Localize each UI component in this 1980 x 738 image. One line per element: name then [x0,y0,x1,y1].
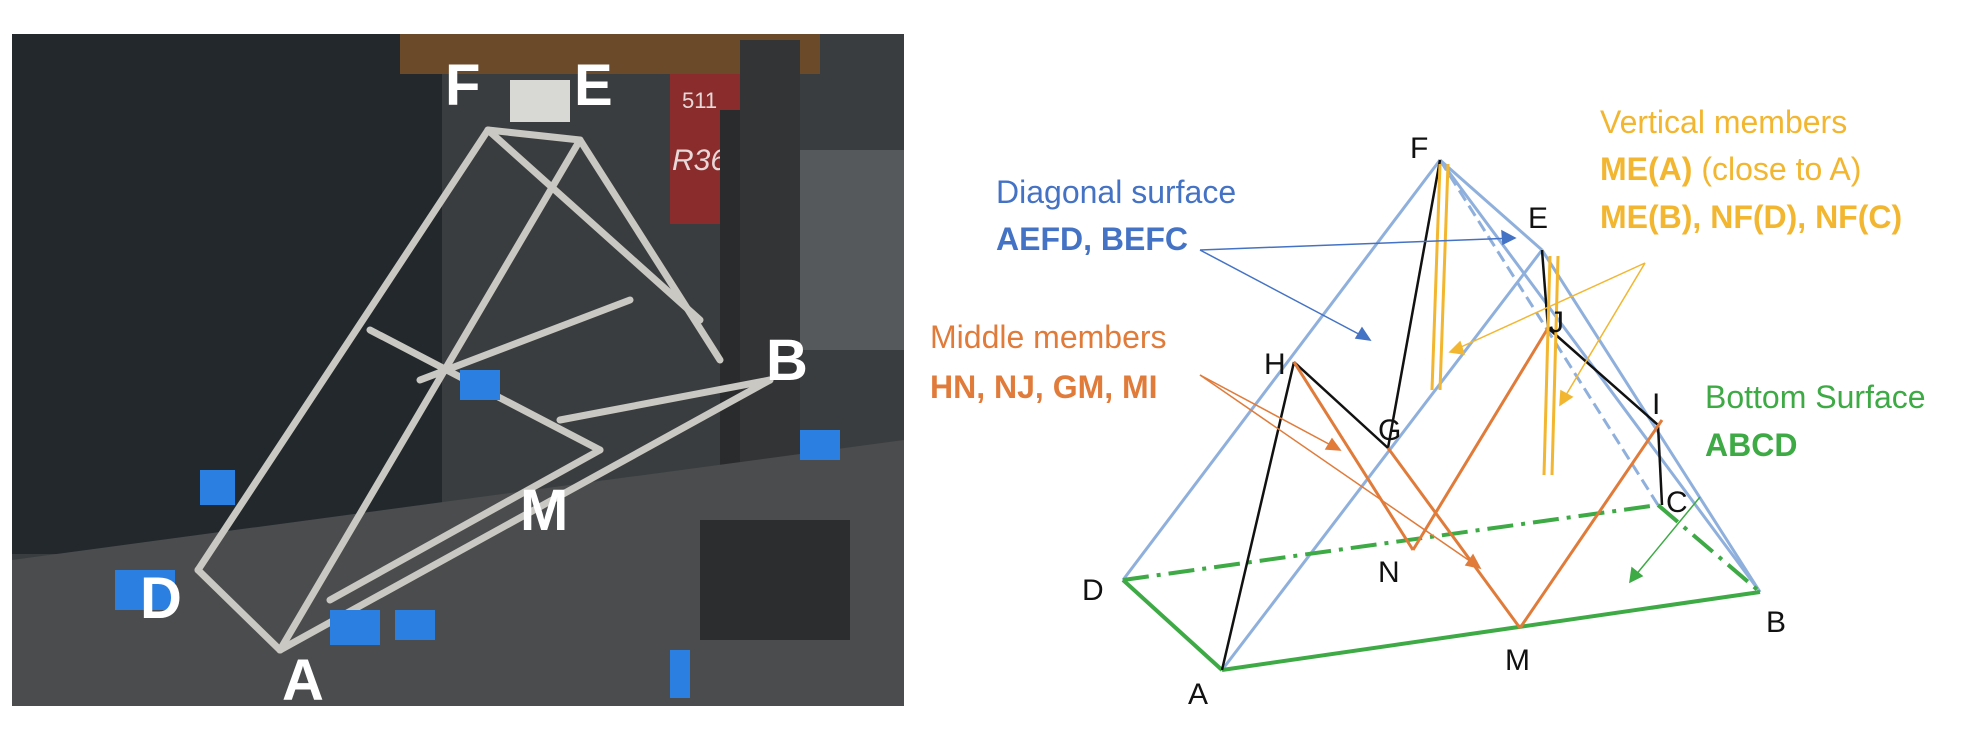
point-label-h: H [1264,348,1286,381]
vertical-members-line1-bold: ME(A) [1600,151,1692,187]
point-label-b: B [1766,606,1786,639]
vertical-members-lines [1430,163,1560,476]
annotation-arrows-orange [1199,374,1482,570]
point-label-c: C [1666,486,1688,519]
point-label-f: F [1410,132,1428,165]
photo-label-m: M [520,478,568,543]
diagonal-surface-members: AEFD, BEFC [996,221,1188,257]
photo-curtain [12,34,442,554]
bottom-surface-members: ABCD [1705,427,1797,463]
photo-load-cell [510,80,570,122]
point-label-n: N [1378,556,1400,589]
photo-label-d: D [140,566,182,631]
vertical-members-line1: ME(A) (close to A) [1600,151,1861,187]
middle-members-lines [1292,327,1664,629]
photo-supports [115,370,840,698]
vertical-members-title: Vertical members [1600,104,1847,140]
annotation-arrows-blue [1199,229,1517,341]
point-label-i: I [1652,388,1660,421]
photo-machinery [780,150,904,350]
diagonal-surface-lines [1121,158,1762,672]
point-label-d: D [1082,574,1104,607]
photo-bench-block [700,520,850,640]
photo-label-b: B [766,328,808,393]
annotation-arrows-yellow [1448,262,1646,407]
photo-sign-r36: R36 [672,144,727,177]
vertical-members-line1-rest: (close to A) [1692,151,1861,187]
test-setup-photo: 511 R36 [12,34,904,713]
schematic-diagram: F E H J I G C D N B M A Diagonal surface… [930,104,1926,711]
middle-members-list: HN, NJ, GM, MI [930,369,1158,405]
point-label-m: M [1505,644,1530,677]
black-members [1220,159,1664,671]
vertical-members-line2: ME(B), NF(D), NF(C) [1600,199,1902,235]
point-label-g: G [1378,414,1401,447]
diagonal-surface-title: Diagonal surface [996,174,1236,210]
photo-label-f: F [445,53,480,118]
photo-sign-511: 511 [682,88,717,113]
point-label-a: A [1188,678,1208,711]
middle-members-title: Middle members [930,319,1167,355]
annotation-arrows-green [1629,496,1701,584]
point-label-j: J [1549,306,1564,339]
bottom-surface-lines [1121,503,1762,672]
point-label-e: E [1528,202,1548,235]
bottom-surface-title: Bottom Surface [1705,379,1926,415]
photo-label-e: E [574,53,613,118]
photo-label-a: A [282,648,324,713]
photo-floor [12,440,904,706]
